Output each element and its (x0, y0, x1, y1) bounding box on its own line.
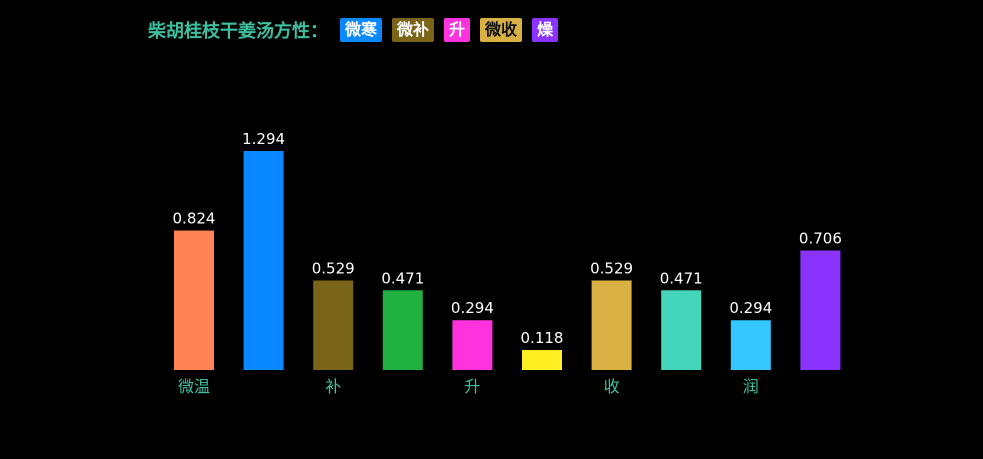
bar-7 (661, 290, 702, 370)
bar-2 (313, 280, 354, 370)
tag-rise: 升 (444, 18, 471, 42)
value-label-1: 1.294 (242, 130, 285, 148)
value-label-5: 0.118 (521, 329, 564, 347)
value-label-7: 0.471 (660, 269, 703, 287)
category-label-2: 补 (325, 377, 341, 396)
bar-6 (591, 280, 632, 370)
tag-tonify: 微补 (392, 18, 435, 42)
bar-1 (243, 151, 284, 370)
category-label-4: 升 (464, 377, 480, 396)
value-label-2: 0.529 (312, 259, 355, 277)
category-label-6: 收 (604, 377, 620, 396)
value-label-0: 0.824 (173, 210, 216, 228)
bar-0 (174, 230, 214, 370)
bar-8 (730, 320, 771, 370)
tag-cold: 微寒 (340, 18, 383, 42)
value-label-3: 0.471 (381, 269, 424, 287)
category-label-8: 润 (743, 377, 759, 396)
tag-dry: 燥 (532, 18, 559, 42)
value-label-6: 0.529 (590, 259, 633, 277)
value-label-9: 0.706 (799, 230, 842, 248)
bar-4 (452, 320, 493, 370)
category-label-0: 微温 (178, 377, 210, 396)
bar-3 (382, 290, 423, 370)
bar-9 (800, 250, 841, 370)
chart-header: 柴胡桂枝干姜汤方性： 微寒 微补 升 微收 燥 (148, 17, 568, 43)
bar-5 (522, 350, 562, 370)
chart-title: 柴胡桂枝干姜汤方性： (148, 21, 328, 42)
tag-astringe: 微收 (480, 18, 523, 42)
value-label-4: 0.294 (451, 299, 494, 317)
value-label-8: 0.294 (729, 299, 772, 317)
